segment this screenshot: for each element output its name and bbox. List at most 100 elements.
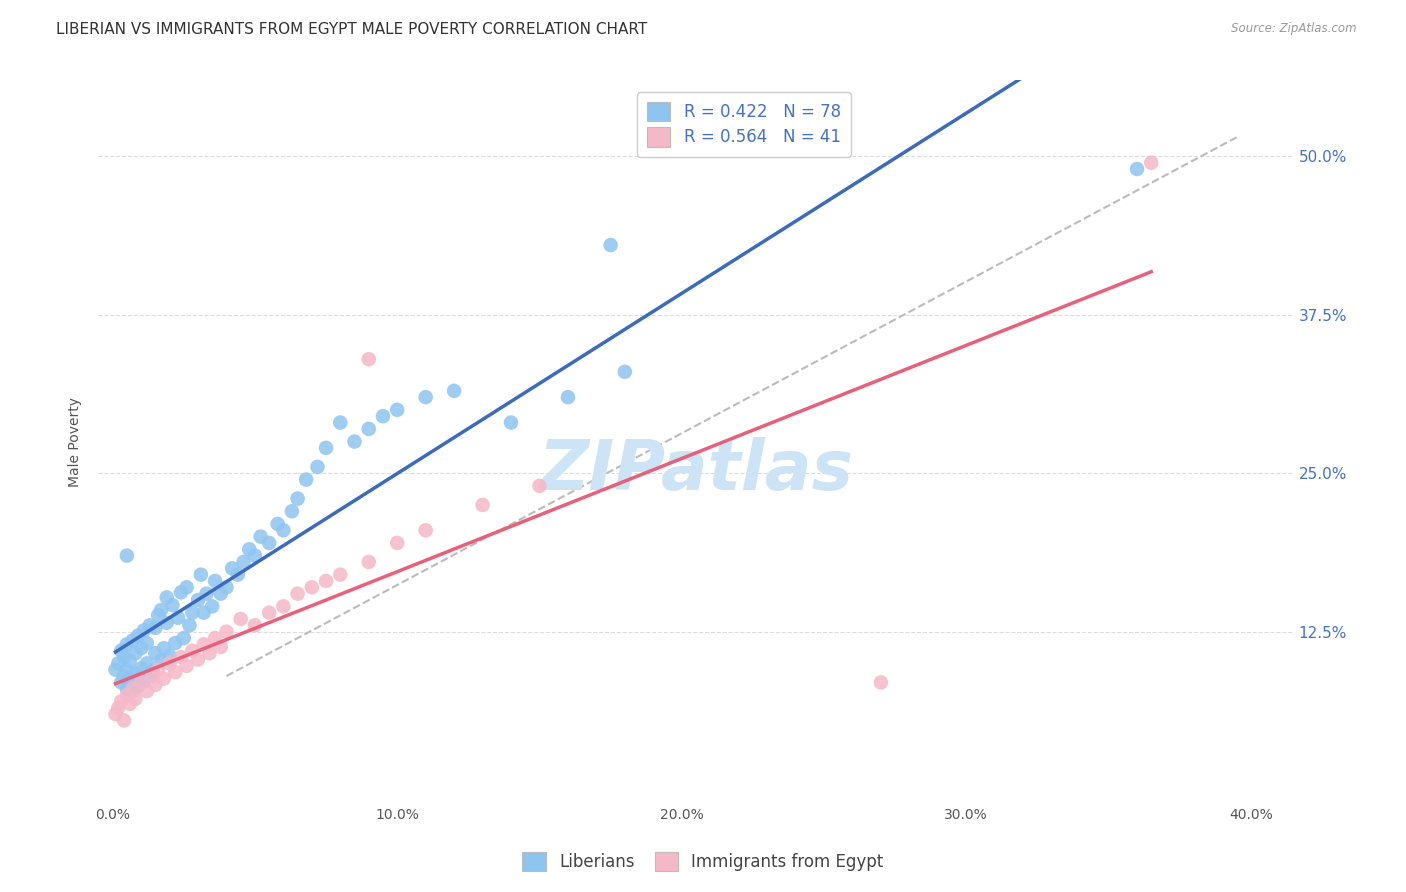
Point <box>153 641 176 656</box>
Point <box>121 633 143 648</box>
Point <box>121 684 143 698</box>
Point <box>273 523 295 537</box>
Point <box>110 675 132 690</box>
Point <box>232 555 254 569</box>
Point <box>159 648 181 663</box>
Point <box>148 663 170 677</box>
Point <box>118 654 141 668</box>
Point <box>613 365 636 379</box>
Point <box>153 672 176 686</box>
Point <box>165 636 187 650</box>
Point <box>273 599 295 614</box>
Text: ZIPatlas: ZIPatlas <box>538 437 853 504</box>
Point <box>557 390 579 404</box>
Point <box>187 593 209 607</box>
Point <box>150 603 173 617</box>
Point <box>1140 155 1163 169</box>
Point <box>329 567 352 582</box>
Point <box>124 691 146 706</box>
Point <box>243 549 266 563</box>
Legend: Liberians, Immigrants from Egypt: Liberians, Immigrants from Egypt <box>515 843 891 880</box>
Point <box>301 580 323 594</box>
Point <box>295 473 318 487</box>
Point <box>193 606 215 620</box>
Point <box>215 580 238 594</box>
Point <box>201 599 224 614</box>
Point <box>198 646 221 660</box>
Point <box>315 574 337 588</box>
Y-axis label: Male Poverty: Male Poverty <box>69 397 83 486</box>
Point <box>121 681 143 696</box>
Point <box>112 714 135 728</box>
Point <box>148 608 170 623</box>
Point <box>443 384 465 398</box>
Point <box>870 675 893 690</box>
Point <box>159 657 181 671</box>
Point <box>115 549 138 563</box>
Point <box>162 598 184 612</box>
Point <box>267 516 290 531</box>
Text: LIBERIAN VS IMMIGRANTS FROM EGYPT MALE POVERTY CORRELATION CHART: LIBERIAN VS IMMIGRANTS FROM EGYPT MALE P… <box>56 22 648 37</box>
Point <box>115 663 138 677</box>
Point <box>110 694 132 708</box>
Point <box>249 530 271 544</box>
Point <box>357 422 380 436</box>
Point <box>156 591 179 605</box>
Point <box>104 707 127 722</box>
Point <box>385 402 409 417</box>
Point <box>499 416 522 430</box>
Point <box>165 665 187 680</box>
Point <box>115 688 138 702</box>
Point <box>115 637 138 651</box>
Point <box>315 441 337 455</box>
Point <box>415 523 437 537</box>
Point <box>281 504 304 518</box>
Point <box>118 672 141 686</box>
Point <box>385 536 409 550</box>
Point <box>329 416 352 430</box>
Point <box>287 491 309 506</box>
Point <box>415 390 437 404</box>
Point <box>124 666 146 681</box>
Point <box>107 700 129 714</box>
Point <box>143 646 166 660</box>
Point <box>229 612 252 626</box>
Point <box>173 631 195 645</box>
Point <box>221 561 243 575</box>
Point <box>357 352 380 367</box>
Point <box>132 624 155 638</box>
Point <box>371 409 394 424</box>
Legend: R = 0.422   N = 78, R = 0.564   N = 41: R = 0.422 N = 78, R = 0.564 N = 41 <box>637 92 851 157</box>
Point <box>135 684 157 698</box>
Point <box>110 643 132 657</box>
Point <box>195 587 218 601</box>
Point <box>179 618 201 632</box>
Point <box>170 585 193 599</box>
Point <box>193 637 215 651</box>
Point <box>176 580 198 594</box>
Point <box>529 479 551 493</box>
Point <box>167 611 190 625</box>
Point <box>357 555 380 569</box>
Point <box>118 697 141 711</box>
Point <box>112 669 135 683</box>
Point <box>135 657 157 671</box>
Point <box>257 536 280 550</box>
Point <box>181 606 204 620</box>
Point <box>127 628 149 642</box>
Point <box>124 646 146 660</box>
Point <box>141 664 163 678</box>
Point <box>176 659 198 673</box>
Point <box>187 652 209 666</box>
Point <box>143 621 166 635</box>
Point <box>287 587 309 601</box>
Point <box>112 650 135 665</box>
Text: Source: ZipAtlas.com: Source: ZipAtlas.com <box>1232 22 1357 36</box>
Point <box>141 669 163 683</box>
Point <box>307 459 329 474</box>
Point <box>156 615 179 630</box>
Point <box>129 641 152 656</box>
Point <box>127 679 149 693</box>
Point <box>204 574 226 588</box>
Point <box>343 434 366 449</box>
